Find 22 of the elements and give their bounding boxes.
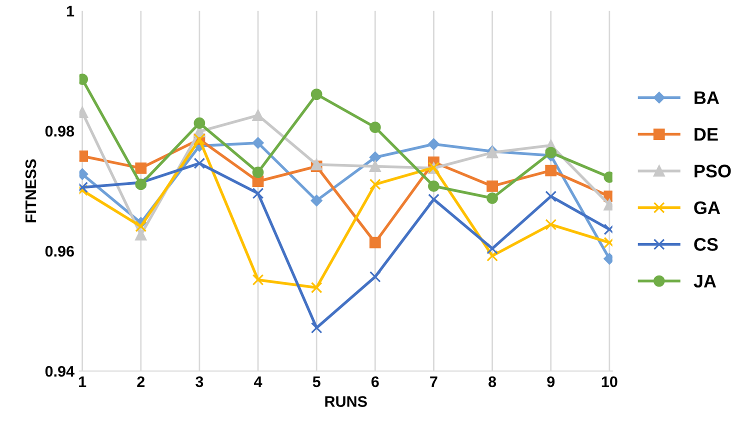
legend-label: CS — [694, 238, 718, 251]
x-tick-label: 8 — [488, 376, 496, 388]
legend-label: DE — [694, 128, 718, 141]
x-tick-label: 7 — [430, 376, 438, 388]
x-axis-title: RUNS — [325, 396, 367, 407]
y-tick-label: 0.96 — [45, 246, 74, 257]
x-tick-label: 3 — [196, 376, 204, 388]
legend-label: JA — [694, 274, 716, 288]
legend-label: BA — [694, 91, 720, 104]
x-tick-label: 1 — [79, 376, 86, 388]
x-tick-label: 9 — [547, 376, 555, 388]
legend-label: GA — [694, 201, 720, 214]
y-axis-title: FITNESS — [25, 159, 36, 222]
y-tick-label: 0.98 — [45, 126, 74, 137]
x-tick-label: 2 — [137, 376, 145, 388]
x-tick-label: 5 — [312, 376, 320, 388]
x-tick-label: 10 — [602, 376, 618, 388]
x-tick-label: 6 — [371, 376, 379, 388]
y-tick-label: 1 — [66, 6, 74, 16]
legend-label: PSO — [694, 164, 731, 178]
y-tick-label: 0.94 — [45, 366, 74, 377]
x-tick-label: 4 — [254, 376, 262, 388]
